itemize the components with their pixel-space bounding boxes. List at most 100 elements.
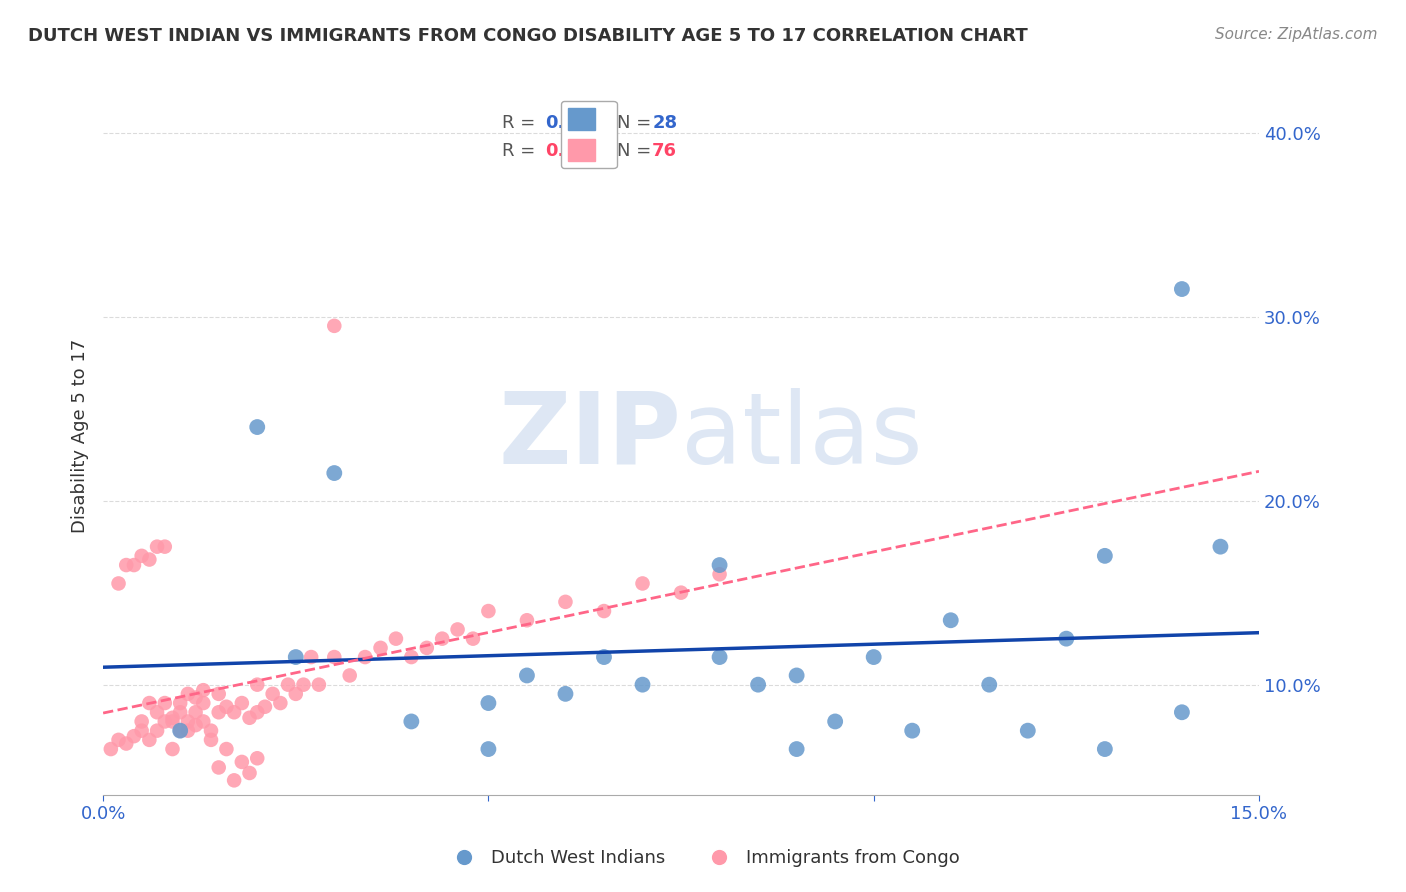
Text: 76: 76 bbox=[652, 143, 678, 161]
Point bbox=[208, 687, 231, 701]
Point bbox=[238, 711, 260, 725]
Point bbox=[231, 755, 253, 769]
Point bbox=[208, 705, 231, 719]
Point bbox=[138, 732, 160, 747]
Point bbox=[208, 760, 231, 774]
Point bbox=[215, 699, 238, 714]
Point bbox=[131, 549, 153, 563]
Text: R =: R = bbox=[502, 143, 541, 161]
Text: N =: N = bbox=[617, 113, 658, 132]
Point bbox=[1171, 705, 1194, 719]
Point bbox=[284, 687, 307, 701]
Point bbox=[200, 723, 222, 738]
Point bbox=[786, 742, 808, 756]
Point bbox=[308, 678, 330, 692]
Point bbox=[709, 558, 731, 572]
Point bbox=[107, 732, 129, 747]
Point bbox=[430, 632, 453, 646]
Point bbox=[709, 567, 731, 582]
Point bbox=[323, 318, 346, 333]
Point bbox=[979, 678, 1001, 692]
Text: 28: 28 bbox=[652, 113, 678, 132]
Point bbox=[669, 585, 692, 599]
Point bbox=[177, 687, 200, 701]
Point bbox=[477, 604, 499, 618]
Legend: Dutch West Indians, Immigrants from Congo: Dutch West Indians, Immigrants from Cong… bbox=[439, 842, 967, 874]
Point bbox=[215, 742, 238, 756]
Point bbox=[169, 723, 191, 738]
Point bbox=[339, 668, 361, 682]
Point bbox=[292, 678, 315, 692]
Point bbox=[262, 687, 284, 701]
Point bbox=[385, 632, 408, 646]
Point bbox=[401, 714, 423, 729]
Point bbox=[146, 540, 169, 554]
Point bbox=[709, 650, 731, 665]
Point bbox=[184, 718, 207, 732]
Point bbox=[153, 714, 176, 729]
Point bbox=[131, 723, 153, 738]
Point bbox=[1054, 632, 1077, 646]
Point bbox=[401, 650, 423, 665]
Point bbox=[446, 623, 468, 637]
Legend: , : , bbox=[561, 101, 617, 169]
Point bbox=[862, 650, 884, 665]
Text: 0.512: 0.512 bbox=[544, 113, 602, 132]
Point bbox=[115, 737, 138, 751]
Point bbox=[177, 723, 200, 738]
Point bbox=[162, 711, 184, 725]
Point bbox=[122, 729, 145, 743]
Point bbox=[593, 604, 616, 618]
Point bbox=[824, 714, 846, 729]
Point bbox=[323, 466, 346, 480]
Text: 0.234: 0.234 bbox=[544, 143, 602, 161]
Point bbox=[1017, 723, 1039, 738]
Point bbox=[416, 640, 439, 655]
Point bbox=[246, 420, 269, 434]
Point bbox=[284, 650, 307, 665]
Point bbox=[224, 773, 246, 788]
Point bbox=[162, 714, 184, 729]
Point bbox=[246, 705, 269, 719]
Point bbox=[1094, 549, 1116, 563]
Point bbox=[1094, 742, 1116, 756]
Point bbox=[138, 552, 160, 566]
Point bbox=[1209, 540, 1232, 554]
Point bbox=[593, 650, 616, 665]
Point bbox=[323, 650, 346, 665]
Point bbox=[901, 723, 924, 738]
Point bbox=[269, 696, 291, 710]
Point bbox=[115, 558, 138, 572]
Point bbox=[1171, 282, 1194, 296]
Point bbox=[477, 742, 499, 756]
Point bbox=[153, 696, 176, 710]
Point bbox=[193, 714, 215, 729]
Point bbox=[177, 714, 200, 729]
Point bbox=[169, 705, 191, 719]
Point bbox=[162, 742, 184, 756]
Point bbox=[786, 668, 808, 682]
Point bbox=[153, 540, 176, 554]
Point bbox=[253, 699, 276, 714]
Point bbox=[477, 696, 499, 710]
Text: ZIP: ZIP bbox=[498, 388, 681, 484]
Point bbox=[107, 576, 129, 591]
Point bbox=[169, 723, 191, 738]
Point bbox=[238, 766, 260, 780]
Point bbox=[131, 714, 153, 729]
Point bbox=[231, 696, 253, 710]
Point bbox=[461, 632, 484, 646]
Point bbox=[516, 613, 538, 627]
Point bbox=[554, 595, 576, 609]
Point bbox=[138, 696, 160, 710]
Point bbox=[277, 678, 299, 692]
Y-axis label: Disability Age 5 to 17: Disability Age 5 to 17 bbox=[72, 339, 89, 533]
Point bbox=[246, 751, 269, 765]
Point bbox=[354, 650, 377, 665]
Point bbox=[631, 678, 654, 692]
Point bbox=[516, 668, 538, 682]
Point bbox=[299, 650, 322, 665]
Text: atlas: atlas bbox=[681, 388, 922, 484]
Point bbox=[554, 687, 576, 701]
Text: R =: R = bbox=[502, 113, 541, 132]
